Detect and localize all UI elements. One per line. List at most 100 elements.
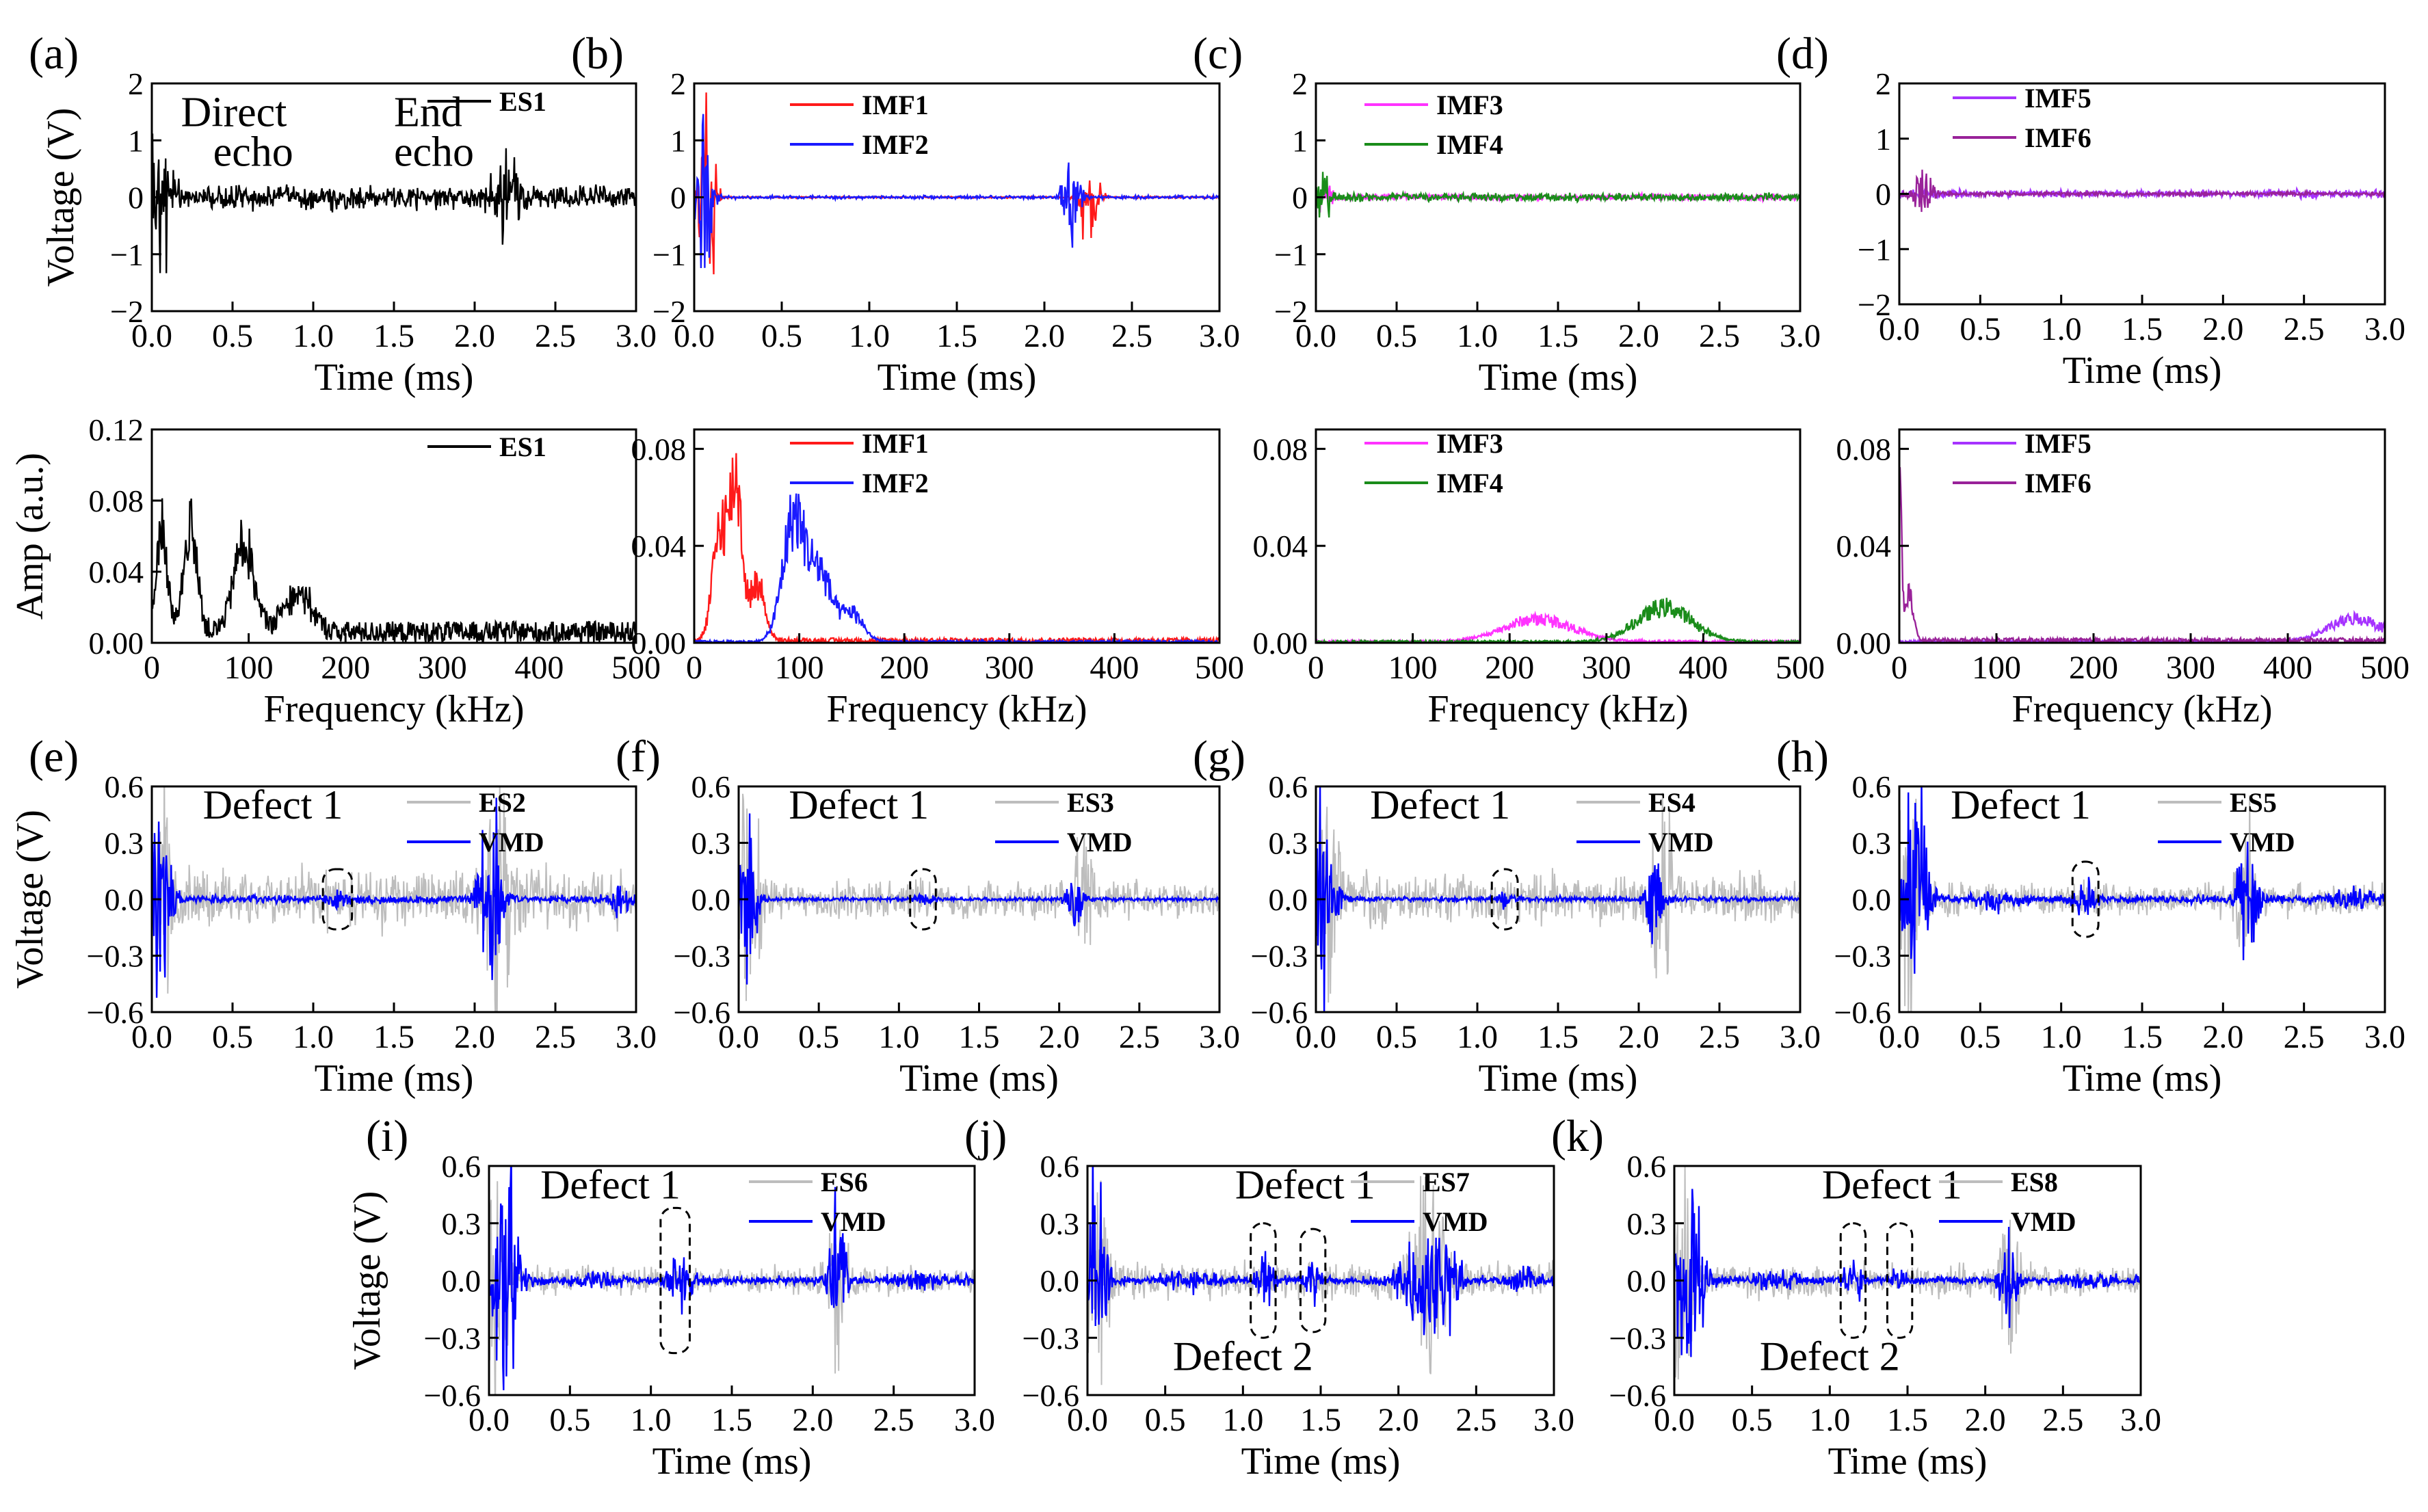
panel-label: (e) (29, 732, 79, 782)
y-tick-label: 0.0 (691, 882, 731, 917)
x-tick-label: 0.0 (1067, 1402, 1108, 1438)
annotation-text: Direct (181, 89, 287, 135)
y-tick-label: −0.3 (87, 939, 144, 974)
legend-label: ES7 (1423, 1167, 1470, 1197)
defect-marker (659, 1206, 691, 1355)
x-tick-label: 1.5 (1300, 1402, 1341, 1438)
series-line (1087, 1176, 1554, 1385)
y-tick-label: 0.08 (1253, 432, 1308, 466)
defect-label: Defect 1 (1370, 782, 1510, 827)
x-tick-label: 0.0 (1879, 1019, 1920, 1055)
panel-label: (f) (616, 732, 661, 782)
plot-area (1087, 1166, 1554, 1385)
defect-marker (1839, 1222, 1867, 1339)
y-tick-label: 2 (1875, 66, 1891, 101)
y-tick-label: 1 (670, 123, 686, 158)
x-tick-label: 100 (1972, 650, 2021, 686)
y-tick-label: 1 (1292, 123, 1308, 158)
x-tick-label: 1.0 (2041, 1019, 2082, 1055)
y-tick-label: 0.6 (1852, 769, 1892, 804)
x-tick-label: 100 (1388, 650, 1438, 686)
legend-label: IMF1 (862, 428, 929, 459)
x-tick-label: 2.5 (1455, 1402, 1496, 1438)
y-tick-label: 0 (128, 181, 144, 215)
y-tick-label: 0.04 (1836, 529, 1892, 563)
x-tick-label: 2.5 (535, 318, 576, 354)
plot-frame (1898, 428, 2386, 644)
series-line (1899, 170, 2385, 212)
chart-panel: Defect 1 0.0 0.5 1.0 1.5 2.0 2.5 3.0 −0.6 −0.3 0.0… (616, 732, 1240, 1100)
legend-label: IMF5 (2024, 428, 2091, 459)
legend-label: IMF2 (862, 129, 929, 160)
x-tick-label: 0.0 (1879, 311, 1920, 347)
x-tick-label: 0.5 (212, 1019, 253, 1055)
y-axis-label: Voltage (V) (9, 810, 51, 989)
plot-frame (150, 428, 637, 644)
y-tick-label: 0 (670, 181, 686, 215)
y-tick-label: 0.6 (1040, 1149, 1080, 1184)
x-tick-label: 400 (1678, 650, 1728, 686)
x-tick-label: 3.0 (2364, 1019, 2405, 1055)
legend-label: ES1 (499, 86, 546, 117)
x-tick-label: 1.5 (2122, 311, 2163, 347)
defect-label: Defect 2 (1760, 1334, 1900, 1379)
annotation-text: echo (213, 129, 293, 176)
chart-panel: Defect 1 Defect 2 0.0 0.5 1.0 1.5 2.0 2.5 3.0 −0.… (1551, 1111, 2161, 1483)
x-tick-label: 2.0 (1618, 1019, 1659, 1055)
y-tick-label: 0.08 (89, 483, 144, 518)
y-tick-label: −0.3 (1022, 1321, 1079, 1355)
x-tick-label: 3.0 (954, 1402, 995, 1438)
plot-area (694, 453, 1219, 643)
x-tick-label: 400 (514, 650, 564, 686)
y-tick-label: −2 (110, 294, 144, 329)
chart-panel: 0.0 0.5 1.0 1.5 2.0 2.5 3.0 −2 −1 0 1 2 Time (ms) (c)… (1193, 29, 1821, 399)
legend-label: ES4 (1648, 787, 1695, 818)
x-tick-label: 2.0 (1965, 1402, 2006, 1438)
x-tick-label: 0.5 (1732, 1402, 1773, 1438)
series-line (694, 493, 1219, 643)
defect-marker (2071, 860, 2100, 938)
x-tick-label: 3.0 (2364, 311, 2405, 347)
y-tick-label: −0.6 (674, 995, 730, 1030)
chart-panel: 0 100 200 300 400 500 0.00 0.04 0.08 Frequency (k… (1836, 428, 2410, 730)
y-tick-label: 0.3 (1627, 1206, 1667, 1241)
plot-area (1899, 170, 2385, 212)
series-line (739, 813, 1219, 985)
y-tick-label: 2 (670, 66, 686, 101)
x-tick-label: 500 (1195, 650, 1244, 686)
defect-label: Defect 2 (1173, 1334, 1313, 1379)
x-tick-label: 2.0 (454, 318, 495, 354)
series-line (1899, 795, 2385, 1012)
chart-panel: Defect 1 0.0 0.5 1.0 1.5 2.0 2.5 3.0 −0.6 −0.3 0.0… (9, 732, 657, 1100)
x-tick-label: 300 (1582, 650, 1631, 686)
y-tick-label: 0.0 (1040, 1264, 1080, 1299)
x-tick-label: 1.0 (293, 318, 334, 354)
x-tick-label: 3.0 (2120, 1402, 2161, 1438)
x-tick-label: 0 (1891, 650, 1908, 686)
y-tick-label: −0.6 (1251, 995, 1308, 1030)
x-tick-label: 2.0 (1024, 318, 1065, 354)
y-tick-label: 0.3 (105, 826, 144, 861)
x-tick-label: 1.0 (631, 1402, 672, 1438)
x-tick-label: 3.0 (1199, 318, 1240, 354)
x-tick-label: 200 (321, 650, 370, 686)
x-tick-label: 1.0 (1457, 318, 1498, 354)
y-tick-label: 0.3 (1852, 826, 1892, 861)
plot-area (1899, 467, 2385, 643)
panel-label: (c) (1193, 29, 1243, 79)
x-tick-label: 1.0 (1809, 1402, 1850, 1438)
y-tick-label: 0.6 (442, 1149, 481, 1184)
defect-label: Defect 1 (1951, 782, 2091, 827)
x-axis-label: Time (ms) (315, 1057, 474, 1100)
x-tick-label: 0.0 (674, 318, 715, 354)
x-tick-label: 200 (2069, 650, 2118, 686)
x-tick-label: 3.0 (616, 1019, 657, 1055)
series-line (1316, 786, 1800, 1012)
x-tick-label: 2.5 (2284, 311, 2325, 347)
x-tick-label: 1.5 (1538, 1019, 1579, 1055)
x-tick-label: 1.5 (1538, 318, 1579, 354)
y-tick-label: 0.08 (631, 432, 687, 466)
x-tick-label: 500 (2360, 650, 2410, 686)
x-tick-label: 100 (224, 650, 274, 686)
